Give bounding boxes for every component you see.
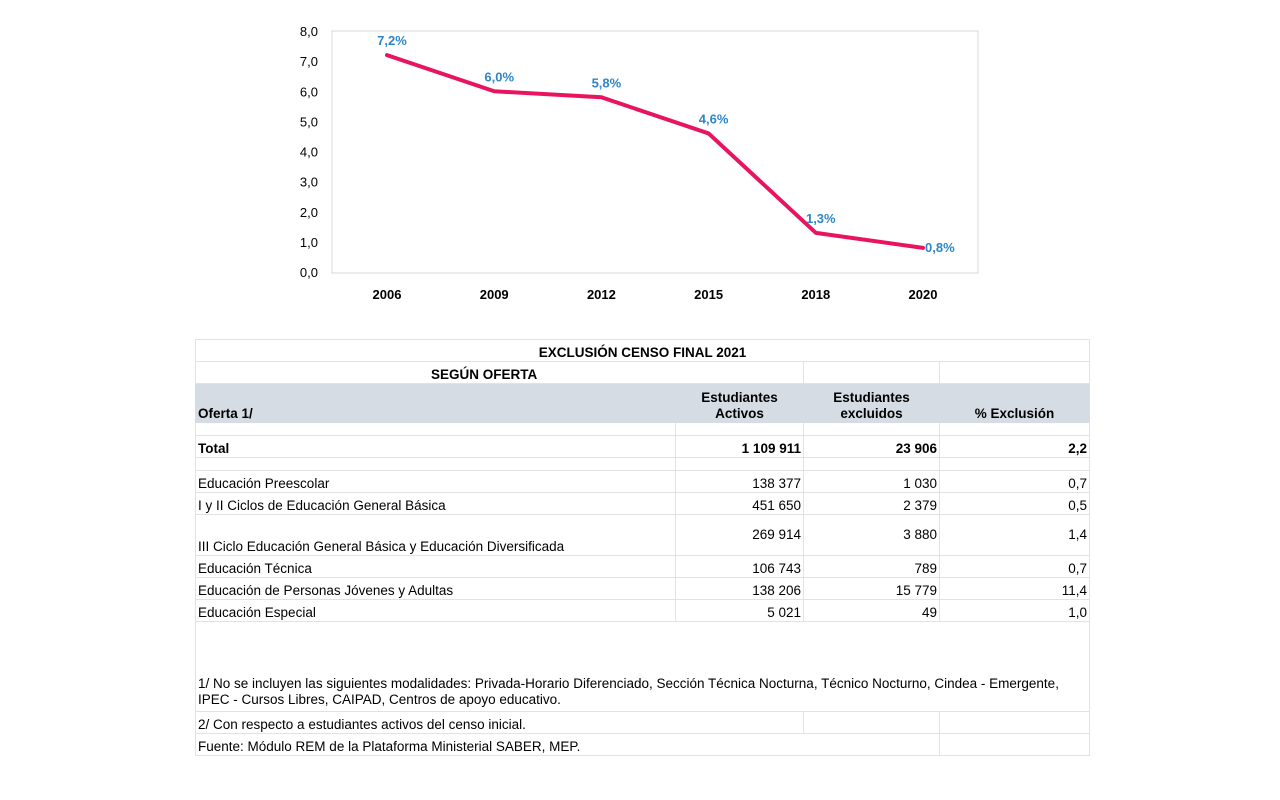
header-excluidos: Estudiantes excluidos [803, 383, 940, 423]
footnote-row: 2/ Con respecto a estudiantes activos de… [195, 711, 1090, 734]
data-label: 5,8% [592, 75, 622, 90]
x-tick-label: 2020 [909, 287, 938, 302]
table-row: Educación Técnica 106 743 789 0,7 [195, 555, 1090, 578]
data-label: 6,0% [484, 69, 514, 84]
y-tick-label: 5,0 [300, 114, 318, 129]
series-line [385, 53, 925, 250]
x-tick-label: 2015 [694, 287, 723, 302]
table-subtitle-row: SEGÚN OFERTA [195, 361, 1090, 384]
table-row: Educación Preescolar 138 377 1 030 0,7 [195, 470, 1090, 493]
y-tick-label: 7,0 [300, 54, 318, 69]
table-title: EXCLUSIÓN CENSO FINAL 2021 [195, 339, 1090, 362]
data-label: 4,6% [699, 111, 729, 126]
footnote-2: 2/ Con respecto a estudiantes activos de… [195, 711, 804, 734]
exclusion-table: EXCLUSIÓN CENSO FINAL 2021 SEGÚN OFERTA … [195, 339, 1090, 756]
y-tick-label: 8,0 [300, 24, 318, 39]
table-subtitle: SEGÚN OFERTA [195, 361, 804, 384]
header-oferta: Oferta 1/ [195, 383, 676, 423]
total-pct: 2,2 [939, 435, 1090, 458]
x-tick-label: 2009 [480, 287, 509, 302]
table-row: I y II Ciclos de Educación General Básic… [195, 492, 1090, 515]
y-tick-label: 0,0 [300, 265, 318, 280]
header-pct: % Exclusión [939, 383, 1090, 423]
footnote-row: 1/ No se incluyen las siguientes modalid… [195, 621, 1090, 712]
x-tick-label: 2018 [801, 287, 830, 302]
line-chart: 0,0 1,0 2,0 3,0 4,0 5,0 6,0 7,0 8,0 2006 2009 2012… [300, 24, 979, 302]
table-row: Educación Especial 5 021 49 1,0 [195, 599, 1090, 622]
table-row: III Ciclo Educación General Básica y Edu… [195, 514, 1090, 556]
y-tick-label: 6,0 [300, 84, 318, 99]
x-tick-label: 2012 [587, 287, 616, 302]
total-label: Total [195, 435, 676, 458]
y-tick-label: 4,0 [300, 145, 318, 160]
header-row: Oferta 1/ Estudiantes Activos Estudiante… [195, 383, 1090, 423]
data-label: 0,8% [925, 240, 955, 255]
header-activos: Estudiantes Activos [675, 383, 804, 423]
x-tick-label: 2006 [373, 287, 402, 302]
table-title-row: EXCLUSIÓN CENSO FINAL 2021 [195, 339, 1090, 362]
y-tick-label: 1,0 [300, 235, 318, 250]
y-tick-label: 3,0 [300, 175, 318, 190]
y-tick-label: 2,0 [300, 205, 318, 220]
source-note: Fuente: Módulo REM de la Plataforma Mini… [195, 733, 940, 756]
total-activos: 1 109 911 [675, 435, 804, 458]
data-label: 7,2% [377, 33, 407, 48]
source-row: Fuente: Módulo REM de la Plataforma Mini… [195, 733, 1090, 756]
table-row: Educación de Personas Jóvenes y Adultas … [195, 577, 1090, 600]
data-label: 1,3% [806, 211, 836, 226]
total-row: Total 1 109 911 23 906 2,2 [195, 435, 1090, 458]
total-excluidos: 23 906 [803, 435, 940, 458]
footnote-1: 1/ No se incluyen las siguientes modalid… [195, 621, 1090, 712]
